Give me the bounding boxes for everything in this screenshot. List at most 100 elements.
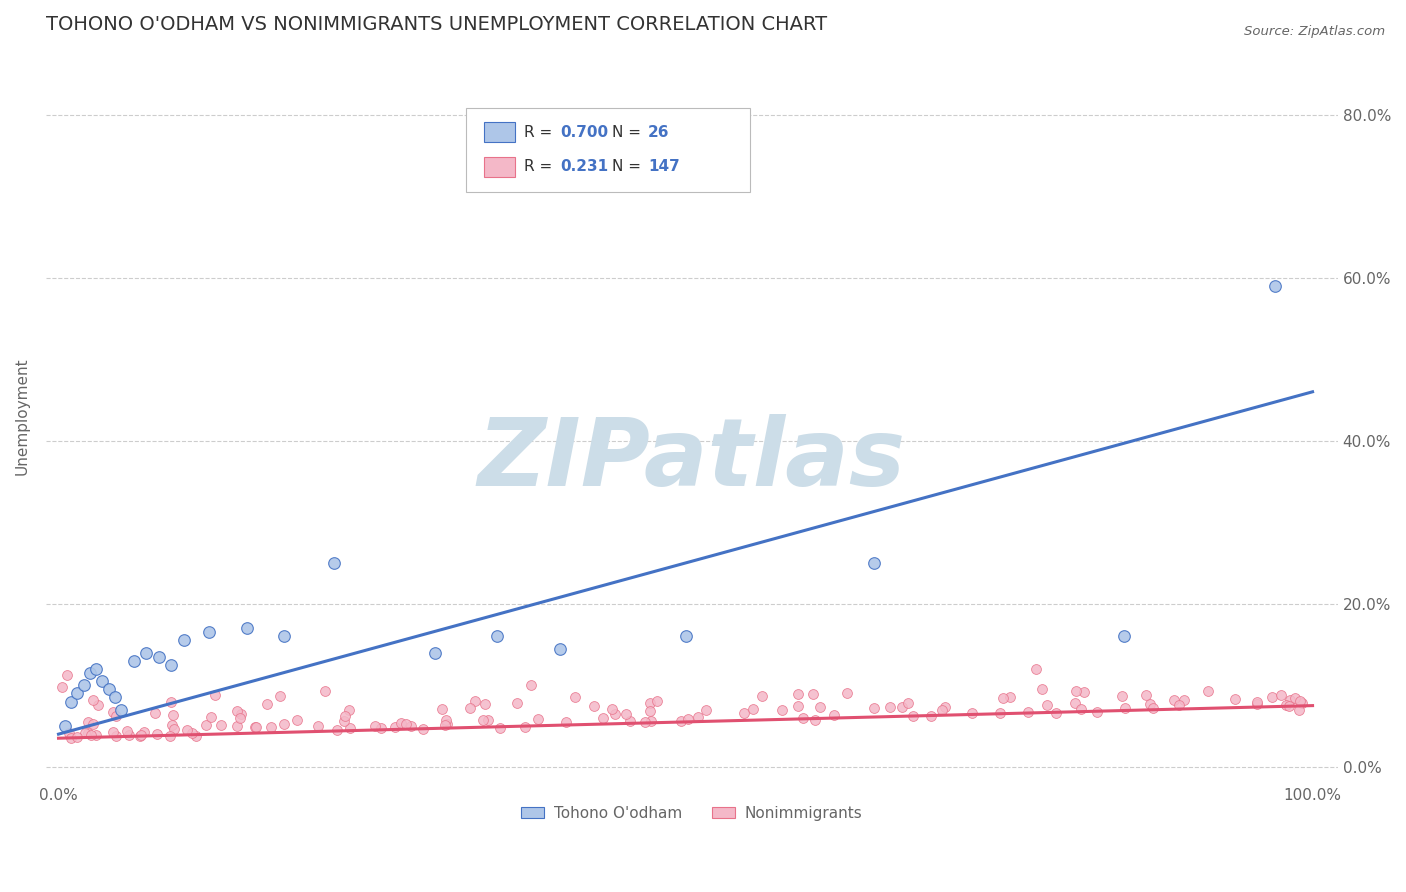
Point <box>669 714 692 728</box>
Point <box>770 703 793 717</box>
Point <box>863 700 886 714</box>
Point <box>339 721 361 735</box>
Point <box>97 682 120 697</box>
Point <box>733 706 755 720</box>
Point <box>741 701 763 715</box>
Point <box>103 705 125 719</box>
Point <box>506 696 529 710</box>
Point <box>229 711 252 725</box>
Point <box>79 665 101 680</box>
Point <box>879 700 901 714</box>
Point <box>835 686 858 700</box>
Y-axis label: Unemployment: Unemployment <box>15 358 30 475</box>
Point <box>901 709 924 723</box>
Point <box>91 674 114 689</box>
Text: Source: ZipAtlas.com: Source: ZipAtlas.com <box>1244 25 1385 38</box>
Point <box>1288 702 1310 716</box>
Point <box>104 708 127 723</box>
Text: 0.231: 0.231 <box>560 160 609 174</box>
FancyBboxPatch shape <box>484 157 515 177</box>
Point <box>614 706 637 721</box>
Point <box>84 729 107 743</box>
Point <box>1246 695 1268 709</box>
Point <box>1064 684 1087 698</box>
Point <box>998 690 1021 705</box>
Point <box>1291 696 1313 710</box>
Point <box>592 711 614 725</box>
Text: TOHONO O'ODHAM VS NONIMMIGRANTS UNEMPLOYMENT CORRELATION CHART: TOHONO O'ODHAM VS NONIMMIGRANTS UNEMPLOY… <box>46 15 827 34</box>
Point <box>1114 629 1136 643</box>
Point <box>638 696 661 710</box>
Point <box>1277 698 1299 713</box>
Point <box>269 690 291 704</box>
Text: ZIPatlas: ZIPatlas <box>478 414 905 507</box>
Point <box>391 716 413 731</box>
Point <box>122 654 145 668</box>
Point <box>226 719 249 733</box>
Point <box>87 698 110 712</box>
Text: N =: N = <box>612 160 645 174</box>
Point <box>619 714 641 728</box>
Point <box>1135 688 1157 702</box>
Point <box>333 714 356 728</box>
Point <box>1270 688 1292 702</box>
Point <box>134 725 156 739</box>
Point <box>1031 682 1053 697</box>
Text: 26: 26 <box>648 125 669 140</box>
Text: N =: N = <box>612 125 645 140</box>
Point <box>323 556 346 570</box>
Point <box>792 711 814 725</box>
Point <box>1036 698 1059 713</box>
Point <box>920 708 942 723</box>
Point <box>1225 691 1247 706</box>
Point <box>890 699 912 714</box>
Point <box>76 726 98 740</box>
Point <box>82 693 104 707</box>
Point <box>51 680 73 694</box>
Point <box>73 726 96 740</box>
Point <box>931 703 953 717</box>
Point <box>104 690 127 705</box>
Point <box>678 712 700 726</box>
Point <box>787 688 810 702</box>
Point <box>464 694 486 708</box>
Point <box>148 649 170 664</box>
Point <box>364 719 387 733</box>
Point <box>260 720 283 734</box>
Legend: Tohono O'odham, Nonimmigrants: Tohono O'odham, Nonimmigrants <box>516 799 869 827</box>
Point <box>1139 697 1161 711</box>
Point <box>58 725 80 739</box>
Point <box>1279 692 1302 706</box>
Point <box>84 662 107 676</box>
Point <box>430 702 453 716</box>
Point <box>808 699 831 714</box>
Point <box>195 718 218 732</box>
Point <box>548 641 571 656</box>
Point <box>66 686 89 700</box>
Point <box>862 556 884 570</box>
Point <box>434 713 457 727</box>
Point <box>285 713 308 727</box>
Point <box>186 729 208 743</box>
Text: 0.700: 0.700 <box>560 125 609 140</box>
Point <box>176 723 198 737</box>
Point <box>204 688 226 702</box>
Point <box>527 712 550 726</box>
Point <box>520 678 543 692</box>
Point <box>337 703 360 717</box>
Point <box>162 723 184 737</box>
Point <box>307 719 329 733</box>
Point <box>787 698 810 713</box>
Point <box>695 703 717 717</box>
Point <box>1261 690 1284 704</box>
Point <box>79 727 101 741</box>
Point <box>211 718 233 732</box>
Point <box>1289 694 1312 708</box>
Point <box>801 687 824 701</box>
Point <box>273 717 295 731</box>
Point <box>960 706 983 720</box>
Point <box>226 704 249 718</box>
Point <box>146 727 169 741</box>
Point <box>1246 698 1268 712</box>
Point <box>1111 689 1133 703</box>
